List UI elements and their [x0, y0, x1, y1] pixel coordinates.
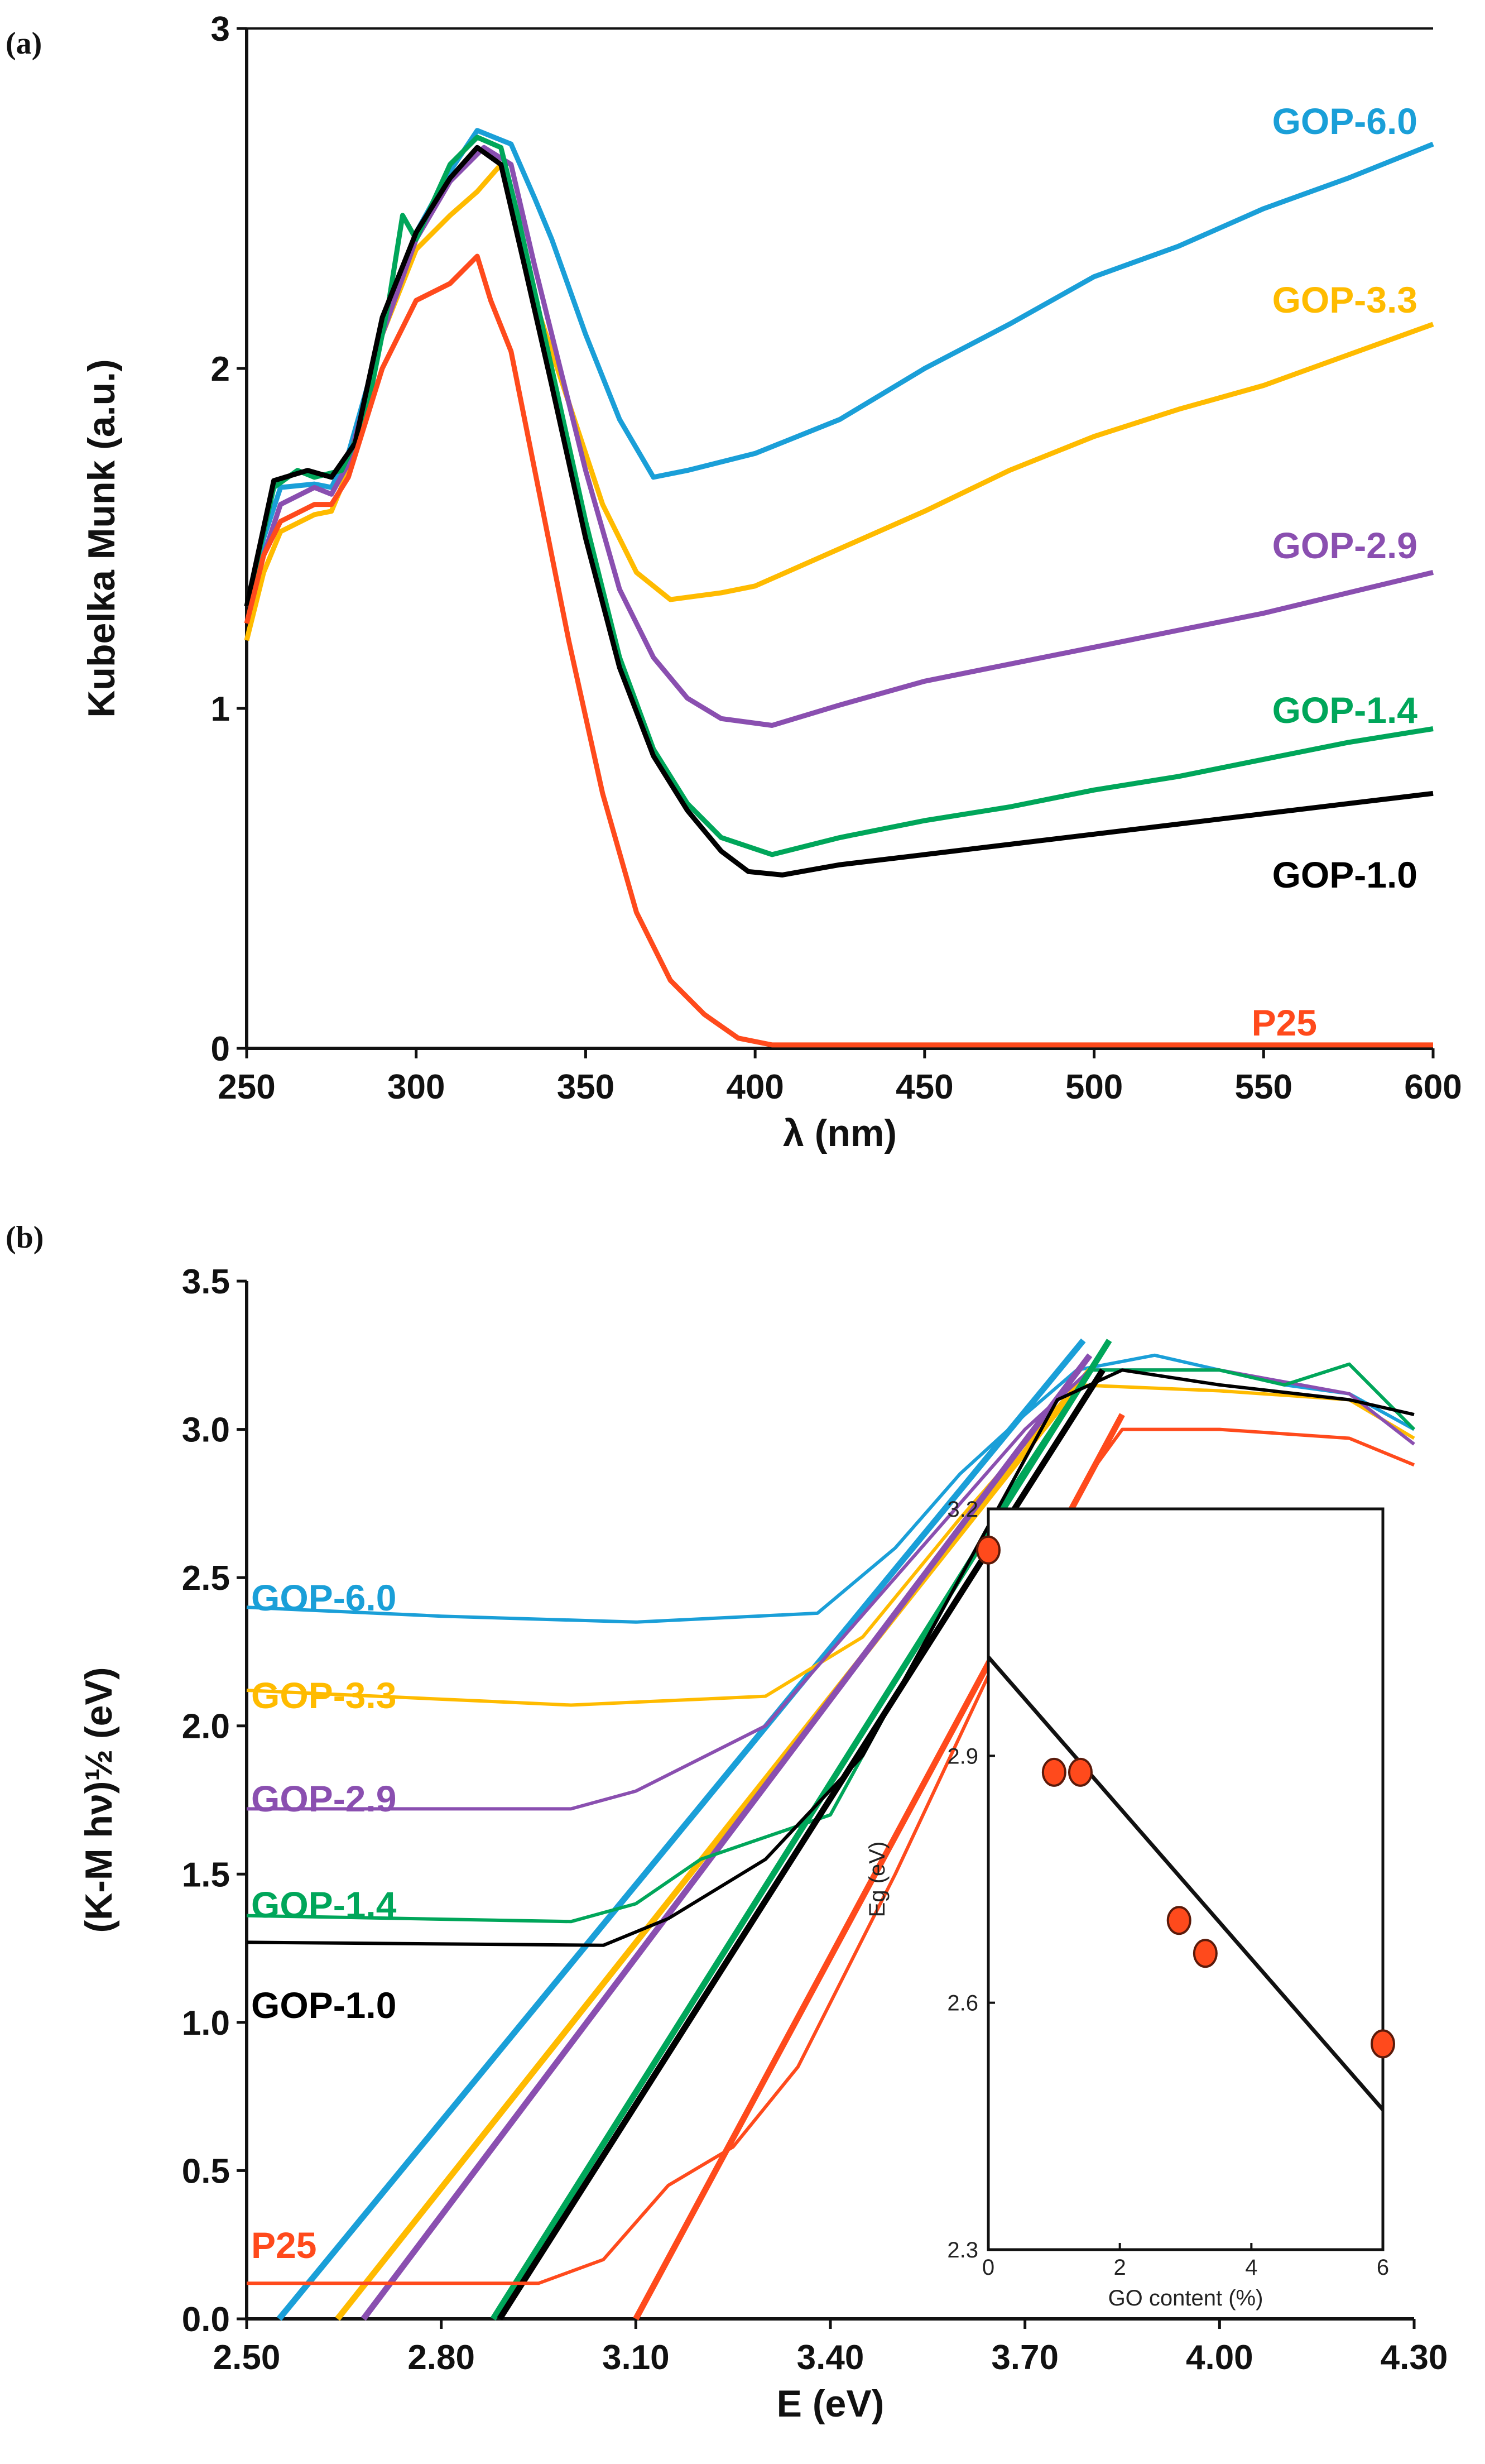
x-axis-label: E (eV): [777, 2382, 885, 2425]
inset-data-point: [976, 1535, 1001, 1565]
y-tick-label: 2.0: [182, 1708, 230, 1746]
chart-a: 250 300 350 400 450 500 550 600 0 1 2 3 λ (nm) Kubelk…: [6, 10, 1462, 1154]
y-tick-label: 3.0: [182, 1411, 230, 1450]
y-tick-label: 0.5: [182, 2152, 230, 2190]
series-label: GOP-6.0: [1272, 100, 1417, 142]
inset-x-tick-label: 0: [982, 2255, 994, 2280]
x-tick-label: 550: [1235, 1068, 1292, 1106]
x-tick-label: 500: [1065, 1068, 1123, 1106]
series-line-gop-6.0: [244, 128, 1434, 607]
x-tick-label: 2.80: [407, 2338, 475, 2377]
inset-fit-line: [987, 1656, 1385, 2111]
series-line-p25: [247, 1427, 1415, 2285]
x-axis-label: λ (nm): [783, 1112, 897, 1154]
y-tick-label: 1: [211, 690, 230, 728]
y-tick-label: 0.0: [182, 2300, 230, 2339]
y-tick-label: 3.5: [182, 1263, 230, 1301]
inset-x-tick-label: 4: [1245, 2255, 1257, 2280]
y-tick-label: 0: [211, 1030, 230, 1068]
series-label: P25: [1252, 1002, 1317, 1043]
series-label: GOP-1.4: [1272, 689, 1418, 731]
panel-label: (b): [6, 1220, 44, 1255]
tangent-line-gop-6.0: [276, 1338, 1086, 2321]
series-line-gop-3.3: [246, 1383, 1415, 1707]
y-tick-label: 1.0: [182, 2004, 230, 2043]
inset-data-point: [1371, 2029, 1395, 2059]
series-label: GOP-2.9: [251, 1778, 396, 1819]
series-label: GOP-1.4: [251, 1884, 397, 1925]
series-line-gop-1.0: [246, 1368, 1415, 1947]
chart-b: 2.50 2.80 3.10 3.40 3.70 4.00 4.300.00.51.01.5…: [6, 1220, 1448, 2425]
x-tick-label: 400: [726, 1068, 784, 1106]
x-tick-label: 350: [557, 1068, 614, 1106]
x-tick-label: 450: [896, 1068, 953, 1106]
inset-data-point: [1041, 1757, 1066, 1787]
x-tick-label: 2.50: [213, 2338, 281, 2377]
inset-data-point: [1193, 1939, 1218, 1968]
x-tick-label: 250: [218, 1068, 275, 1106]
x-tick-label: 3.10: [602, 2338, 670, 2377]
inset-data-point: [1068, 1757, 1093, 1787]
inset-x-tick-label: 6: [1377, 2255, 1389, 2280]
series-label: GOP-3.3: [251, 1675, 396, 1716]
series-label: GOP-6.0: [251, 1577, 396, 1618]
series-label: GOP-2.9: [1272, 525, 1417, 566]
series-line-gop-2.9: [247, 1368, 1415, 1811]
y-axis-label: Kubelka Munk (a.u.): [80, 359, 123, 717]
x-tick-label: 3.40: [797, 2338, 864, 2377]
tangent-line-gop-3.3: [335, 1368, 1093, 2321]
inset-x-tick-label: 2: [1114, 2255, 1126, 2280]
series-line-gop-3.3: [244, 162, 1434, 641]
inset-y-axis-label: Eg (eV): [865, 1842, 890, 1917]
series-label: GOP-3.3: [1272, 279, 1417, 320]
series-line-gop-1.0: [244, 145, 1434, 878]
y-tick-label: 2: [211, 350, 230, 389]
inset-data-point: [1166, 1906, 1191, 1935]
x-tick-label: 3.70: [991, 2338, 1059, 2377]
inset-chart: 0 2 4 6 2.3 2.6 2.9 3.2 GO content (%) Eg (eV): [865, 1497, 1395, 2310]
series-label: GOP-1.0: [1272, 854, 1417, 895]
series-line-gop-2.9: [244, 145, 1434, 728]
tangent-line-gop-1.4: [490, 1339, 1112, 2321]
series-label: GOP-1.0: [251, 1984, 396, 2026]
series-line-gop-1.4: [244, 135, 1434, 857]
x-tick-label: 300: [387, 1068, 445, 1106]
y-axis-label: (K-M hν)½ (eV): [78, 1667, 120, 1933]
x-tick-label: 4.00: [1186, 2338, 1253, 2377]
inset-x-axis-label: GO content (%): [1108, 2286, 1263, 2310]
x-tick-label: 4.30: [1381, 2338, 1448, 2377]
inset-y-tick-label: 2.3: [947, 2238, 978, 2262]
y-tick-label: 1.5: [182, 1856, 230, 1894]
x-tick-label: 600: [1404, 1068, 1462, 1106]
y-tick-label: 3: [211, 10, 230, 49]
tangent-line-gop-2.9: [361, 1353, 1093, 2321]
y-tick-label: 2.5: [182, 1559, 230, 1598]
panel-label: (a): [6, 26, 42, 61]
inset-y-tick-label: 2.6: [947, 1991, 978, 2016]
inset-frame: [987, 1507, 1385, 2251]
series-line-p25: [244, 253, 1433, 1048]
series-label: P25: [251, 2225, 316, 2266]
inset-y-tick-label: 2.9: [947, 1744, 978, 1768]
inset-y-tick-label: 3.2: [947, 1497, 978, 1522]
